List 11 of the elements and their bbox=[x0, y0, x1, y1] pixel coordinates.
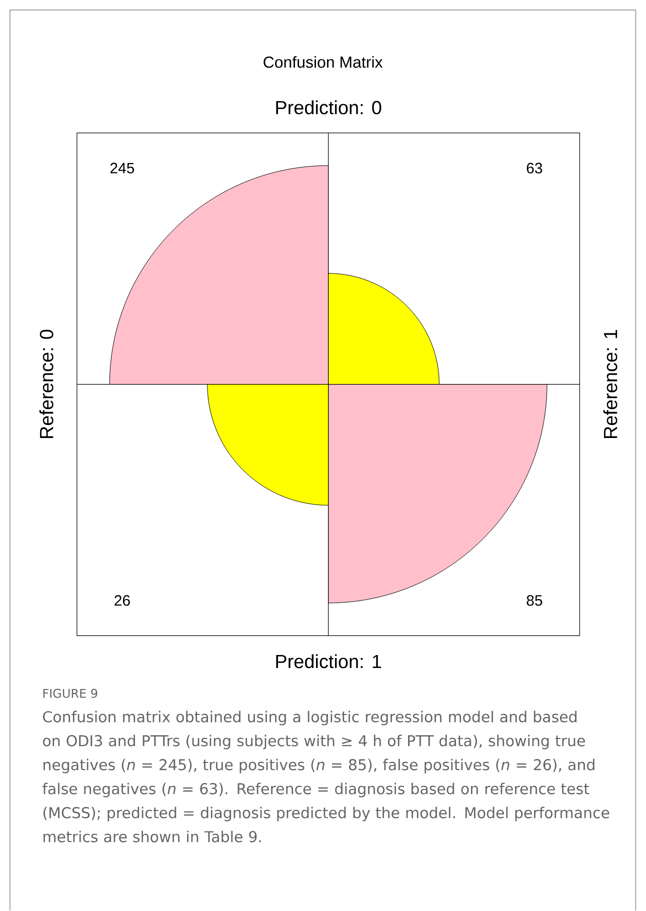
text: Reference: 0 bbox=[40, 330, 54, 438]
text: Reference: 1 bbox=[604, 330, 618, 438]
data-label: 63 bbox=[527, 162, 542, 174]
data-label: 85 bbox=[526, 595, 542, 606]
data-label: 245 bbox=[110, 162, 134, 174]
text: Confusion matrix obtained using a logistic regression model and based on ODI3 and PTTrs (using subjects with ≥ 4 h of PTT data), showing true negatives (n = 245), true positives (n = 85), false positives (n = 26), and false negatives (n = 63). Reference = diagnosis based on reference test (MCSS); predicted = diagnosis predicted by the model. Model performance metrics are shown in Table 9. bbox=[42, 710, 610, 842]
text: Prediction: 0 bbox=[276, 100, 382, 114]
text: Prediction: 1 bbox=[276, 654, 382, 668]
caption: FIGURE 9 bbox=[44, 688, 98, 698]
data-label: 26 bbox=[114, 595, 130, 606]
text: Confusion Matrix bbox=[264, 56, 383, 68]
